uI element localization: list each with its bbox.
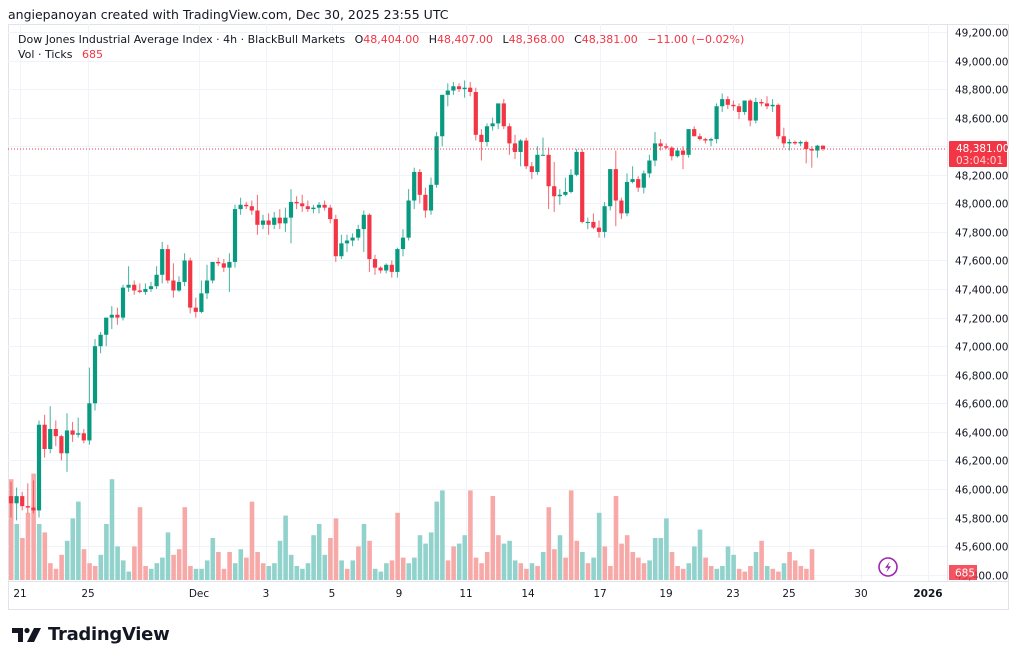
time-axis[interactable]: 21 25 Dec 3 5 9 11 14 17 19 23 25 30 2026 <box>13 588 942 600</box>
price-tick-label: 45,600.00 <box>955 542 1008 554</box>
volume-bars <box>8 473 815 580</box>
open-label: O <box>354 33 364 46</box>
last-price-badge: 48,381.00 03:04:01 <box>949 140 1009 167</box>
price-tick-label: 48,000.00 <box>955 199 1008 211</box>
legend-volume-row: Vol · Ticks 685 <box>18 47 744 62</box>
time-tick-label: 21 <box>13 588 26 600</box>
volume-badge-label: 685 <box>955 568 975 580</box>
tradingview-logo[interactable]: TradingView <box>12 624 170 645</box>
price-tick-label: 46,800.00 <box>955 371 1008 383</box>
time-tick-label: 5 <box>329 588 336 600</box>
price-tick-label: 45,800.00 <box>955 514 1008 526</box>
volume-value: 685 <box>82 48 104 61</box>
open-value: 48,404.00 <box>363 33 420 46</box>
price-tick-label: 46,400.00 <box>955 428 1008 440</box>
time-tick-label: 23 <box>726 588 739 600</box>
tradingview-logo-icon <box>12 627 41 642</box>
time-tick-label: 25 <box>81 588 94 600</box>
time-tick-label: 30 <box>854 588 867 600</box>
price-tick-label: 47,400.00 <box>955 285 1008 297</box>
bar-countdown-label: 03:04:01 <box>956 155 1003 167</box>
high-label: H <box>428 33 437 46</box>
symbol-title[interactable]: Dow Jones Industrial Average Index · 4h … <box>18 33 346 46</box>
price-tick-label: 48,800.00 <box>955 85 1008 97</box>
close-label: C <box>574 33 582 46</box>
price-tick-label: 47,600.00 <box>955 256 1008 268</box>
time-tick-label: 3 <box>263 588 270 600</box>
price-tick-label: 48,600.00 <box>955 114 1008 126</box>
volume-badge: 685 <box>949 565 977 580</box>
price-tick-label: 49,200.00 <box>955 28 1008 40</box>
time-tick-label: Dec <box>189 588 210 600</box>
chart-frame <box>8 24 1009 610</box>
low-value: 48,368.00 <box>508 33 565 46</box>
time-tick-label: 14 <box>521 588 535 600</box>
price-tick-label: 46,000.00 <box>955 485 1008 497</box>
price-tick-label: 46,200.00 <box>955 456 1008 468</box>
time-tick-label: 19 <box>659 588 672 600</box>
price-tick-label: 49,000.00 <box>955 57 1008 69</box>
attribution-text: angiepanoyan created with TradingView.co… <box>8 7 449 22</box>
price-tick-label: 47,000.00 <box>955 342 1008 354</box>
price-tick-label: 47,800.00 <box>955 228 1008 240</box>
price-tick-label: 46,600.00 <box>955 399 1008 411</box>
price-tick-label: 47,200.00 <box>955 314 1008 326</box>
last-price-label: 48,381.00 <box>956 143 1009 155</box>
candles <box>8 80 826 521</box>
low-label: L <box>502 33 509 46</box>
change-value: −11.00 (−0.02%) <box>647 33 745 46</box>
volume-label[interactable]: Vol · Ticks <box>18 48 73 61</box>
price-tick-label: 48,200.00 <box>955 171 1008 183</box>
high-value: 48,407.00 <box>437 33 493 46</box>
time-tick-label: 2026 <box>913 588 942 600</box>
close-value: 48,381.00 <box>581 33 638 46</box>
legend-ohlc-row: Dow Jones Industrial Average Index · 4h … <box>18 32 744 47</box>
time-tick-label: 9 <box>396 588 403 600</box>
time-tick-label: 11 <box>459 588 472 600</box>
tradingview-logo-text: TradingView <box>48 624 170 645</box>
time-tick-label: 17 <box>593 588 606 600</box>
chart-legend: Dow Jones Industrial Average Index · 4h … <box>18 32 744 62</box>
time-tick-label: 25 <box>782 588 795 600</box>
lightning-icon[interactable] <box>878 557 898 577</box>
